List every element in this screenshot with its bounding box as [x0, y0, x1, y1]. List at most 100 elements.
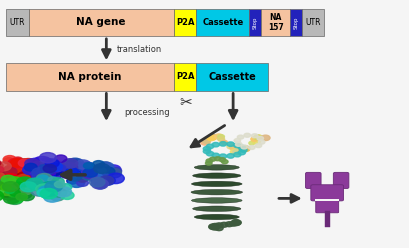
- Circle shape: [4, 185, 19, 194]
- Circle shape: [209, 224, 217, 229]
- Circle shape: [25, 163, 42, 173]
- Circle shape: [239, 148, 245, 151]
- FancyBboxPatch shape: [306, 172, 321, 188]
- Ellipse shape: [191, 181, 242, 187]
- Bar: [196, 63, 268, 91]
- Circle shape: [207, 152, 214, 156]
- Circle shape: [82, 167, 99, 178]
- Circle shape: [211, 225, 219, 230]
- Circle shape: [66, 167, 78, 174]
- Circle shape: [212, 153, 219, 158]
- Circle shape: [249, 146, 255, 150]
- Circle shape: [4, 165, 20, 175]
- Ellipse shape: [194, 214, 239, 220]
- Circle shape: [81, 171, 97, 180]
- Circle shape: [60, 162, 78, 173]
- Circle shape: [99, 176, 114, 185]
- Circle shape: [106, 165, 121, 174]
- Circle shape: [100, 162, 111, 168]
- Circle shape: [61, 163, 75, 172]
- Circle shape: [47, 170, 62, 179]
- Circle shape: [17, 159, 30, 167]
- Text: Stop: Stop: [253, 16, 258, 29]
- Circle shape: [66, 159, 82, 169]
- Circle shape: [207, 144, 214, 149]
- Circle shape: [37, 189, 50, 197]
- Text: UTR: UTR: [10, 18, 25, 27]
- Circle shape: [41, 170, 55, 179]
- Circle shape: [42, 187, 58, 196]
- Circle shape: [218, 135, 225, 139]
- Circle shape: [51, 193, 64, 201]
- Circle shape: [241, 145, 247, 149]
- Circle shape: [38, 158, 53, 167]
- Circle shape: [91, 176, 105, 185]
- Circle shape: [21, 174, 32, 180]
- Circle shape: [83, 172, 94, 178]
- Circle shape: [46, 186, 58, 193]
- Circle shape: [221, 140, 227, 145]
- Circle shape: [39, 153, 56, 163]
- Circle shape: [97, 174, 113, 184]
- Circle shape: [0, 172, 5, 183]
- Circle shape: [37, 175, 49, 183]
- FancyBboxPatch shape: [311, 185, 344, 201]
- Circle shape: [212, 142, 219, 147]
- Text: P2A: P2A: [176, 18, 194, 27]
- Circle shape: [78, 162, 95, 172]
- Circle shape: [9, 189, 22, 197]
- Circle shape: [234, 153, 241, 157]
- Circle shape: [43, 184, 56, 191]
- Circle shape: [202, 138, 211, 143]
- Circle shape: [82, 167, 99, 178]
- Circle shape: [83, 168, 99, 177]
- Text: UTR: UTR: [306, 18, 321, 27]
- Circle shape: [18, 171, 28, 177]
- Circle shape: [75, 160, 90, 169]
- Circle shape: [1, 167, 17, 177]
- Circle shape: [9, 166, 20, 173]
- Circle shape: [82, 170, 97, 179]
- Circle shape: [0, 179, 11, 186]
- Circle shape: [92, 179, 108, 189]
- Bar: [6, 63, 174, 91]
- Circle shape: [203, 147, 211, 151]
- Circle shape: [40, 186, 57, 196]
- Circle shape: [48, 167, 62, 176]
- Circle shape: [31, 171, 45, 180]
- Circle shape: [84, 169, 99, 178]
- Circle shape: [0, 170, 9, 178]
- Circle shape: [92, 174, 103, 181]
- Circle shape: [240, 148, 247, 152]
- Circle shape: [214, 157, 221, 161]
- Text: NA protein: NA protein: [58, 72, 121, 82]
- Circle shape: [0, 168, 4, 177]
- Circle shape: [9, 177, 21, 184]
- Circle shape: [5, 184, 15, 190]
- Circle shape: [55, 187, 72, 197]
- Circle shape: [227, 142, 234, 146]
- Circle shape: [90, 177, 105, 187]
- Circle shape: [40, 166, 56, 176]
- Circle shape: [6, 188, 21, 197]
- Circle shape: [12, 162, 27, 172]
- Circle shape: [4, 190, 17, 198]
- Circle shape: [227, 144, 236, 149]
- FancyBboxPatch shape: [316, 199, 339, 213]
- Circle shape: [78, 166, 95, 176]
- Circle shape: [61, 184, 72, 190]
- Circle shape: [16, 193, 27, 200]
- Circle shape: [205, 161, 212, 165]
- Circle shape: [98, 162, 114, 172]
- Circle shape: [229, 221, 238, 226]
- Circle shape: [20, 192, 34, 201]
- Bar: [302, 9, 324, 36]
- Circle shape: [4, 158, 14, 164]
- Circle shape: [0, 160, 1, 166]
- Circle shape: [43, 164, 56, 173]
- Circle shape: [28, 178, 45, 189]
- Text: Stop: Stop: [294, 16, 299, 29]
- Circle shape: [0, 163, 3, 169]
- Circle shape: [7, 195, 23, 204]
- Circle shape: [28, 158, 43, 168]
